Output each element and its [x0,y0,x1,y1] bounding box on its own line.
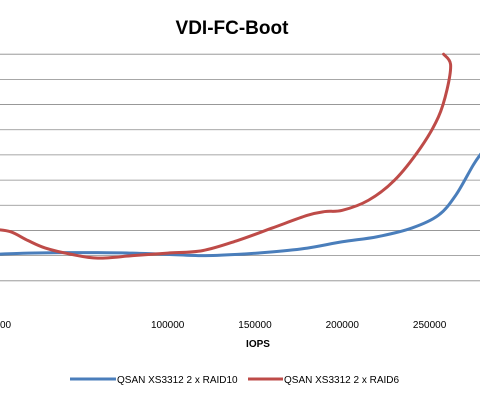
x-axis-title: IOPS [246,339,270,350]
x-tick-label: 100000 [151,320,185,331]
series-line-1 [0,152,480,258]
legend: QSAN XS3312 2 x RAID10 QSAN XS3312 2 x RA… [70,375,399,386]
legend-label-2: QSAN XS3312 2 x RAID6 [284,375,399,386]
x-tick-label-partial: 00 [0,320,12,331]
x-tick-label: 250000 [413,320,447,331]
x-tick-label: 150000 [238,320,272,331]
x-tick-labels: 100000 150000 200000 250000 00 [0,320,447,331]
series-line-2 [0,52,453,260]
chart-title: VDI-FC-Boot [176,18,290,39]
x-tick-label: 200000 [326,320,360,331]
legend-label-1: QSAN XS3312 2 x RAID10 [117,375,238,386]
series-layer [0,52,480,260]
